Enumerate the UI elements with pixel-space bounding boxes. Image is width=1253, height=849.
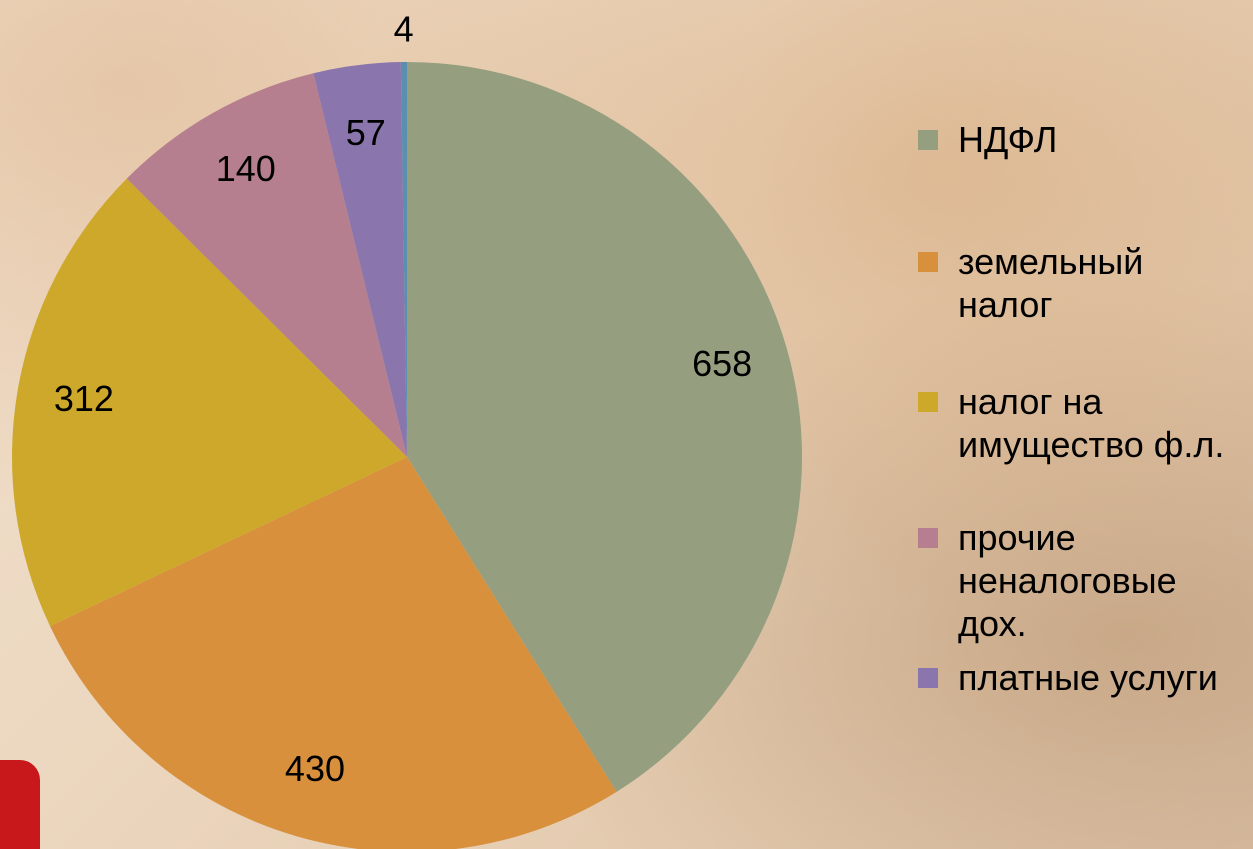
data-label: 4	[394, 9, 414, 50]
legend-label: земельный налог	[958, 241, 1144, 325]
legend-swatch	[918, 392, 938, 412]
decoration	[0, 760, 40, 849]
chart: 658 430 312 140 57 4	[11, 9, 802, 849]
legend-label: НДФЛ	[958, 119, 1058, 160]
data-label: 658	[692, 343, 752, 384]
data-label: 140	[216, 148, 276, 189]
data-label: 430	[285, 748, 345, 789]
pie-slice	[400, 62, 407, 457]
pie-slice	[126, 73, 407, 457]
pie-slice	[50, 457, 617, 849]
legend-label: налог на имущество ф.л.	[958, 381, 1225, 465]
pie-slice	[11, 178, 407, 627]
data-label: 312	[54, 378, 114, 419]
legend-label: прочие неналоговые дох.	[958, 517, 1177, 644]
data-label: 57	[346, 112, 386, 153]
legend-label: платные услуги	[958, 657, 1218, 698]
legend-swatch	[918, 668, 938, 688]
legend-swatch	[918, 252, 938, 272]
legend-swatch	[918, 130, 938, 150]
pie-slice	[407, 62, 802, 792]
pie-slice	[313, 62, 407, 457]
legend-swatch	[918, 528, 938, 548]
